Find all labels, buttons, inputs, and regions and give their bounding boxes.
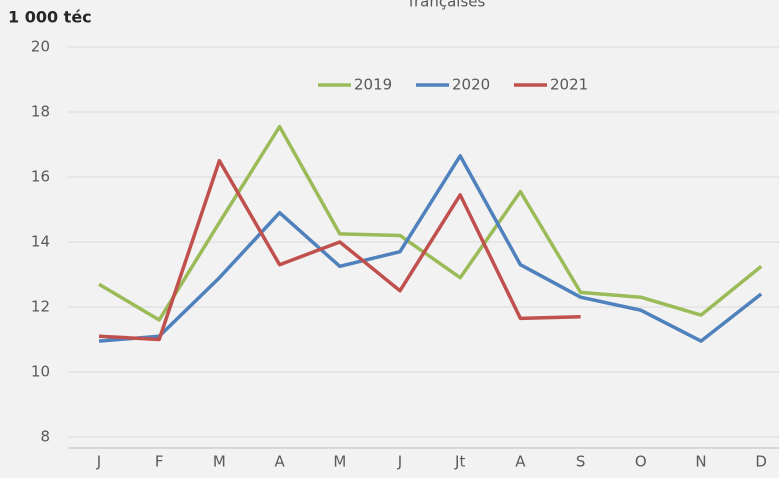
x-tick-label: N xyxy=(695,453,706,471)
legend-label: 2020 xyxy=(452,76,490,94)
y-axis-label: 1 000 téc xyxy=(8,8,92,27)
x-tick-label: A xyxy=(515,453,526,471)
x-tick-label: A xyxy=(274,453,285,471)
x-tick-label: F xyxy=(155,453,164,471)
x-tick-label: J xyxy=(96,453,101,471)
x-tick-label: M xyxy=(333,453,346,471)
x-tick-label: S xyxy=(576,453,586,471)
series-line xyxy=(98,124,763,322)
y-tick-label: 8 xyxy=(40,427,50,445)
series-line xyxy=(98,158,581,342)
y-tick-label: 18 xyxy=(31,102,50,120)
y-tick-label: 10 xyxy=(31,362,50,380)
x-tick-label: Jt xyxy=(454,453,465,471)
y-tick-label: 20 xyxy=(31,38,50,56)
y-tick-label: 12 xyxy=(31,297,50,315)
legend-label: 2021 xyxy=(550,76,588,94)
x-tick-label: M xyxy=(213,453,226,471)
legend-label: 2019 xyxy=(354,76,392,94)
chart-title: françaises xyxy=(409,0,486,11)
x-tick-label: O xyxy=(635,453,647,471)
x-tick-label: D xyxy=(755,453,767,471)
x-tick-label: J xyxy=(397,453,402,471)
series-line xyxy=(98,154,763,343)
y-tick-label: 14 xyxy=(31,232,50,250)
y-tick-label: 16 xyxy=(31,167,50,185)
